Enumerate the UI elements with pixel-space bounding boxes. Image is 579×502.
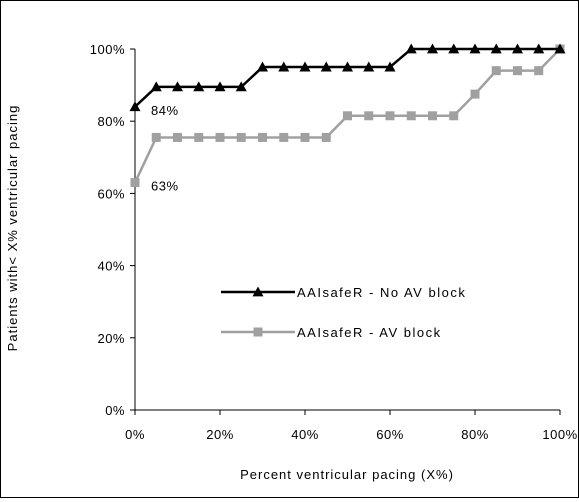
data-point	[343, 111, 352, 121]
data-point	[130, 178, 140, 188]
data-point	[215, 132, 225, 142]
data-point	[257, 61, 268, 72]
x-tick-label: 100%	[542, 427, 577, 442]
data-point	[490, 43, 502, 54]
legend-label: AAIsafeR - AV block	[297, 325, 442, 340]
data-point	[491, 66, 501, 76]
data-point	[428, 111, 437, 121]
data-point	[173, 132, 182, 142]
data-point	[405, 43, 417, 54]
data-point	[321, 132, 331, 142]
y-tick-label: 20%	[97, 331, 125, 346]
data-point	[533, 43, 545, 54]
y-tick-label: 0%	[105, 403, 125, 418]
series-1	[129, 43, 566, 112]
data-point	[214, 81, 226, 92]
data-point	[384, 61, 396, 72]
legend-label: AAIsafeR - No AV block	[297, 285, 466, 300]
y-tick-label: 60%	[97, 186, 125, 201]
data-point	[448, 43, 460, 54]
data-point	[236, 132, 246, 142]
data-point	[299, 61, 311, 72]
y-tick-label: 80%	[97, 114, 125, 129]
x-tick-label: 20%	[206, 427, 234, 442]
x-tick-labels: 0% 20% 40% 60% 80% 100%	[125, 427, 577, 442]
data-point	[342, 61, 353, 72]
data-point	[469, 43, 481, 54]
x-tick-label: 0%	[125, 427, 145, 442]
data-point	[151, 132, 161, 142]
x-tick-label: 60%	[376, 427, 404, 442]
data-point	[406, 111, 416, 121]
legend: AAIsafeR - No AV block AAIsafeR - AV bloc…	[221, 285, 466, 340]
y-axis-title: Patients with< X% ventricular pacing	[5, 105, 20, 352]
data-point	[554, 43, 566, 54]
data-point	[194, 132, 204, 142]
y-tick-label: 40%	[97, 259, 125, 274]
data-point	[258, 132, 267, 142]
y-tick-label: 100%	[90, 42, 125, 57]
series-layer	[129, 43, 566, 188]
data-point	[235, 81, 247, 92]
data-point	[470, 89, 480, 99]
data-point	[364, 111, 374, 121]
data-point	[172, 81, 183, 92]
axes	[130, 48, 561, 415]
data-point	[449, 111, 459, 121]
x-tick-label: 80%	[461, 427, 489, 442]
x-tick-label: 40%	[291, 427, 319, 442]
series-line	[134, 47, 560, 108]
x-axis-title: Percent ventricular pacing (X%)	[240, 467, 454, 482]
data-point	[363, 61, 375, 72]
data-point	[320, 61, 332, 72]
annotations-layer: 84% 63%	[151, 103, 179, 194]
data-point	[534, 66, 544, 76]
data-point	[193, 81, 205, 92]
y-tick-labels: 0% 20% 40% 60% 80% 100%	[90, 42, 125, 418]
triangle-marker-icon	[252, 286, 264, 297]
data-point	[279, 132, 289, 142]
data-point	[385, 111, 395, 121]
data-point	[427, 43, 438, 54]
data-point	[129, 101, 141, 112]
data-point	[150, 81, 162, 92]
data-point	[300, 132, 310, 142]
legend-item: AAIsafeR - AV block	[221, 325, 442, 340]
square-marker-icon	[253, 327, 263, 337]
data-point	[512, 43, 523, 54]
legend-item: AAIsafeR - No AV block	[221, 285, 466, 300]
data-label: 84%	[151, 103, 179, 118]
data-label: 63%	[151, 179, 179, 194]
data-point	[278, 61, 290, 72]
data-point	[513, 66, 522, 76]
